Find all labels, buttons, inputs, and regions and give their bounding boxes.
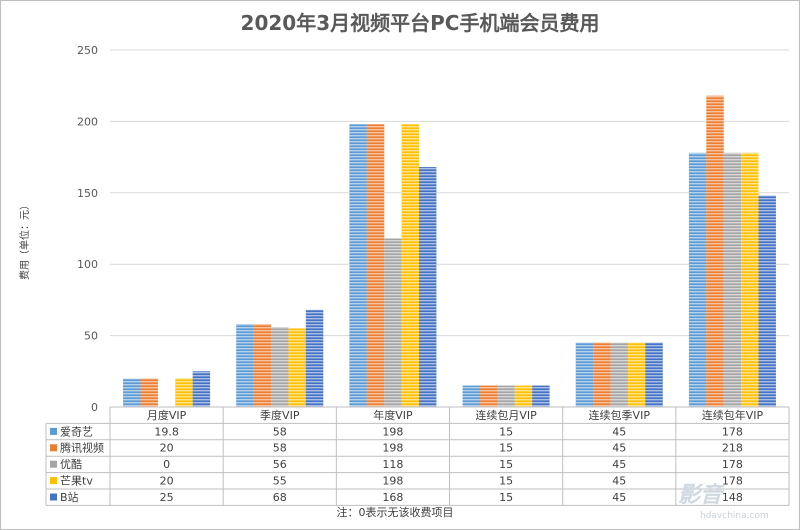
legend-swatch: [50, 493, 57, 501]
table-cell: 218: [722, 442, 743, 455]
category-label: 季度VIP: [260, 408, 300, 422]
table-cell: 15: [499, 491, 513, 504]
bar-stripe: [645, 342, 663, 407]
gridlines: [110, 49, 789, 408]
table-cell: 15: [499, 442, 513, 455]
table-cell: 148: [722, 491, 743, 504]
table-cell: 58: [273, 425, 287, 438]
watermark-url: hdavchina.com: [700, 511, 769, 521]
bar-stripe: [366, 124, 385, 408]
category-label: 连续包季VIP: [589, 408, 651, 422]
table-cell: 55: [273, 475, 287, 488]
bar-stripe: [401, 124, 420, 408]
table-cell: 45: [612, 491, 626, 504]
category-label: 连续包月VIP: [475, 408, 537, 422]
table-cell: 178: [722, 475, 743, 488]
y-tick-label: 250: [77, 44, 98, 57]
table-cell: 56: [273, 458, 287, 471]
chart-title: 2020年3月视频平台PC手机端会员费用: [241, 11, 600, 35]
data-table: 月度VIP 季度VIP 年度VIP 连续包月VIP 连续包季VIP 连续包年VIP 爱奇艺 1…: [45, 406, 790, 506]
table-cell: 20: [160, 442, 174, 455]
table-cell: 118: [382, 458, 403, 471]
watermark-logo: 影音: [678, 482, 725, 508]
bar-stripe: [271, 327, 289, 407]
bar-stripe: [349, 124, 367, 408]
y-tick-label: 50: [84, 330, 98, 343]
legend-label: 优酷: [60, 458, 82, 471]
bar-stripe: [479, 385, 498, 407]
legend-label: 芒果tv: [60, 475, 93, 488]
table-cell: 45: [612, 442, 626, 455]
table-cell: 178: [722, 458, 743, 471]
footnote: 注：0表示无该收费项目: [337, 505, 454, 519]
bar-stripe: [741, 152, 759, 407]
legend-swatch: [50, 444, 57, 452]
bar-stripe: [575, 342, 594, 407]
bar-stripe: [706, 95, 724, 408]
table-cell: 58: [273, 442, 287, 455]
table-cell: 68: [273, 491, 287, 504]
legend-label: 爱奇艺: [60, 425, 93, 438]
table-cell: 0: [163, 458, 170, 471]
legend-label: B站: [60, 490, 79, 504]
category-label: 年度VIP: [373, 408, 413, 422]
bar-stripe: [758, 195, 776, 407]
table-cell: 15: [499, 425, 513, 438]
bar-stripe: [175, 378, 193, 407]
table-cell: 168: [382, 491, 403, 504]
table-cell: 25: [160, 491, 174, 504]
table-cell: 15: [499, 475, 513, 488]
table-cell: 45: [612, 458, 626, 471]
table-cell: 19.8: [154, 425, 179, 438]
table-cell: 198: [382, 475, 403, 488]
bar-stripe: [236, 324, 254, 407]
bar-stripe: [462, 385, 480, 407]
bar-stripe: [288, 328, 306, 407]
bar-stripe: [627, 342, 646, 407]
legend-swatch: [50, 427, 57, 435]
bar-stripe: [723, 152, 742, 407]
y-axis-label: 费用（单位：元）: [18, 200, 31, 280]
y-tick-label: 150: [77, 187, 98, 200]
bar-stripe: [253, 324, 272, 407]
table-cell: 45: [612, 425, 626, 438]
category-label: 月度VIP: [147, 408, 187, 422]
bar-stripe: [384, 238, 402, 407]
y-tick-labels: 0 50 100 150 200 250: [77, 44, 98, 414]
bar-stripe: [514, 385, 533, 407]
table-cell: 198: [382, 442, 403, 455]
legend-label: 腾讯视频: [60, 441, 104, 455]
bar-stripe: [532, 385, 550, 407]
y-tick-label: 200: [77, 115, 98, 128]
bar-stripe: [497, 385, 515, 407]
bar-stripe: [123, 378, 141, 407]
y-tick-label: 100: [77, 258, 98, 271]
bar-stripe: [419, 167, 437, 407]
bar-stripe: [593, 342, 611, 407]
table-cell: 198: [382, 425, 403, 438]
table-cell: 45: [612, 475, 626, 488]
legend-swatch: [50, 460, 57, 468]
bar-stripe: [140, 378, 158, 407]
table-cell: 178: [722, 425, 743, 438]
table-cell: 15: [499, 458, 513, 471]
y-tick-label: 0: [91, 401, 98, 414]
table-cell: 20: [160, 475, 174, 488]
bar-stripe: [192, 371, 211, 407]
legend-swatch: [50, 477, 57, 485]
bar-stripe: [610, 342, 628, 407]
category-label: 连续包年VIP: [702, 408, 764, 422]
bar-stripe: [688, 152, 707, 407]
bar-stripe: [305, 309, 324, 407]
bars: [123, 95, 776, 408]
